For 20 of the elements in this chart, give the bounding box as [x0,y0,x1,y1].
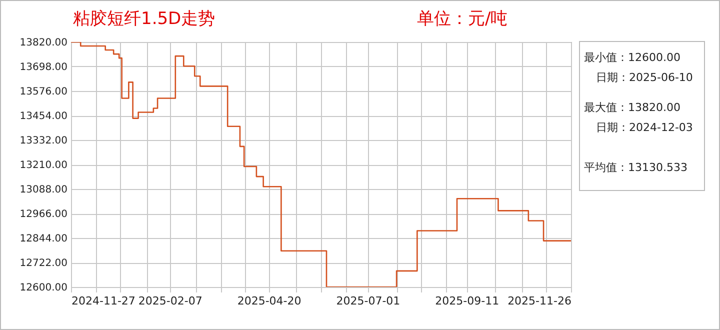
y-tick-label: 13210.00 [20,160,68,171]
x-tick-label: 2025-02-07 [138,294,202,308]
y-tick-label: 13820.00 [20,38,68,48]
x-tick-label: 2024-11-27 [72,294,136,308]
y-tick-label: 12600.00 [20,282,68,294]
x-tick-label: 2025-09-11 [435,294,500,308]
y-tick-label: 13576.00 [20,86,68,98]
y-tick-label: 12844.00 [20,234,68,244]
info-panel: 最小值：12600.00 日期：2025-06-10 最大值：13820.00 日期：2024-12-03 平均值：13130.533 [579,41,705,191]
y-tick-label: 13088.00 [20,184,68,196]
y-tick-label: 12966.00 [20,209,68,220]
y-tick-label: 13332.00 [20,136,68,146]
x-tick-label: 2025-07-01 [336,294,400,308]
y-tick-label: 13454.00 [20,111,68,122]
y-tick-label: 13698.00 [20,62,68,73]
x-tick-label: 2025-11-26 [508,294,572,308]
chart-title: 粘胶短纤1.5D走势 [73,8,216,30]
chart-subtitle: 单位：元/吨 [417,8,508,30]
x-tick-label: 2025-04-20 [237,294,302,308]
y-tick-label: 12722.00 [20,258,68,269]
